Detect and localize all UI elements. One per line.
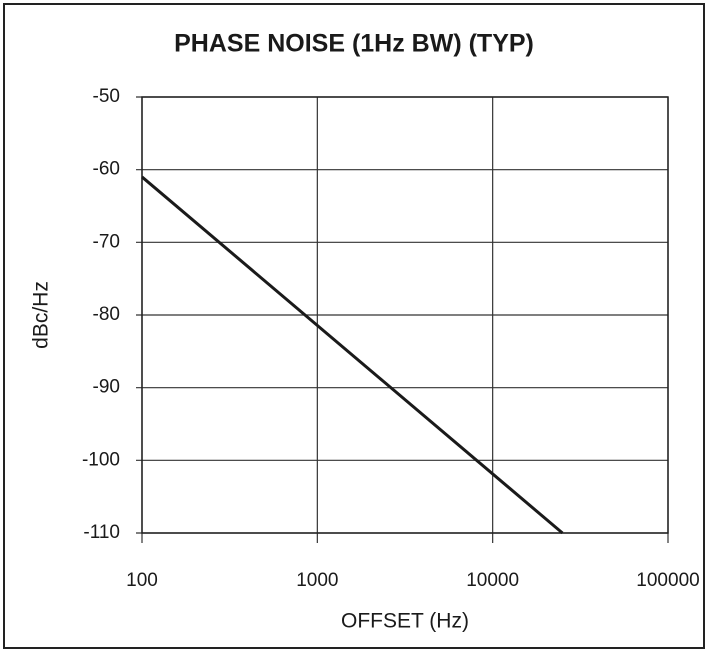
y-tick-label: -100 [82,449,120,470]
x-tick-label: 100000 [636,570,699,591]
y-tick-label: -60 [93,159,120,180]
y-tick-label: -70 [93,231,120,252]
x-tick-label: 1000 [296,570,338,591]
data-line [141,175,564,535]
plot-frame [141,96,669,534]
frame [3,3,705,649]
x-tick-label: 100 [126,570,158,591]
chart-title: PHASE NOISE (1Hz BW) (TYP) [174,30,534,58]
y-tick-label: -110 [83,522,120,543]
x-tick-label: 10000 [466,570,519,591]
y-tick-label: -80 [93,304,120,325]
y-axis-label: dBc/Hz [30,281,53,349]
y-tick-label: -50 [93,86,120,107]
y-tick-label: -90 [93,377,120,398]
x-axis-label: OFFSET (Hz) [341,610,469,633]
